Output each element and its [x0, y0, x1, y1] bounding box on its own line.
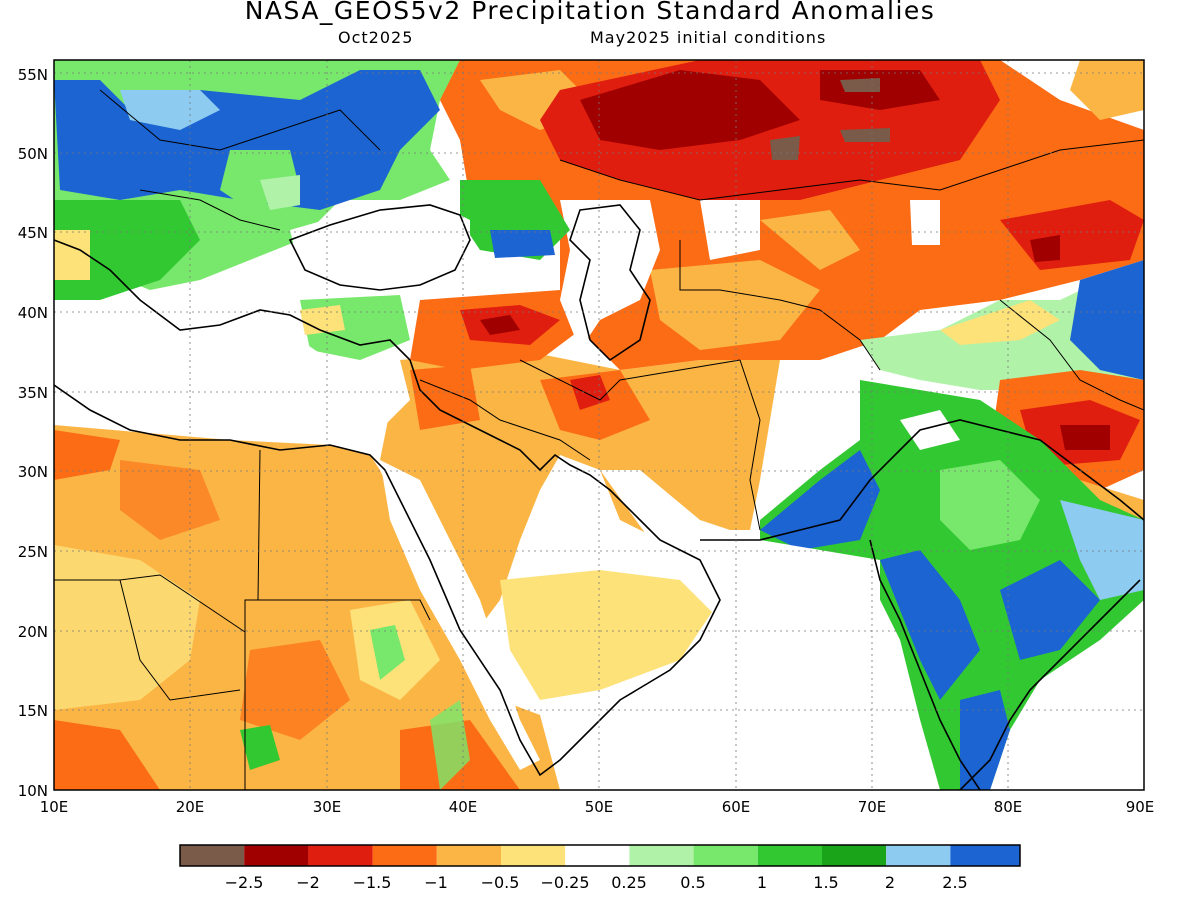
lat-label: 20N [18, 623, 48, 641]
lat-label: 45N [18, 224, 48, 242]
country-borders [54, 89, 1144, 790]
colorbar-label: −2 [296, 873, 320, 892]
colorbar-label: −1.5 [353, 873, 392, 892]
lon-label: 80E [994, 798, 1023, 816]
lat-label: 50N [18, 145, 48, 163]
colorbar-label: 2.5 [942, 873, 967, 892]
colorbar-swatch [757, 845, 822, 866]
colorbar-label: −1 [424, 873, 448, 892]
colorbar-swatch [950, 845, 1020, 866]
lat-label: 55N [18, 66, 48, 84]
map-title: NASA_GEOS5v2 Precipitation Standard Anom… [244, 0, 936, 25]
lon-label: 90E [1126, 798, 1155, 816]
colorbar-swatch [436, 845, 501, 866]
colorbar-swatch [372, 845, 437, 866]
lon-label: 70E [858, 798, 887, 816]
lon-label: 20E [176, 798, 205, 816]
colorbar-swatch [308, 845, 373, 866]
colorbar-swatch [180, 845, 245, 866]
lat-label: 15N [18, 702, 48, 720]
lat-label: 25N [18, 543, 48, 561]
map-frame [53, 59, 1145, 791]
initial-conditions: May2025 initial conditions [590, 28, 827, 47]
lat-label: 40N [18, 304, 48, 322]
colorbar-label: 1 [757, 873, 767, 892]
latitude-labels: 55N 50N 45N 40N 35N 30N 25N 20N 15N 10N [18, 66, 48, 800]
colorbar-swatch [629, 845, 694, 866]
colorbar-label: 2 [885, 873, 895, 892]
lon-label: 40E [449, 798, 478, 816]
colorbar: −2.5 −2 −1.5 −1 −0.5 −0.25 0.25 0.5 1 1.… [179, 844, 1021, 892]
lat-label: 10N [18, 782, 48, 800]
forecast-month: Oct2025 [338, 28, 414, 47]
colorbar-swatch [244, 845, 309, 866]
lon-label: 10E [40, 798, 69, 816]
longitude-labels: 10E 20E 30E 40E 50E 60E 70E 80E 90E [40, 798, 1155, 816]
colorbar-swatch [693, 845, 758, 866]
lat-label: 35N [18, 384, 48, 402]
graticule [54, 60, 1144, 790]
colorbar-label: 0.5 [680, 873, 705, 892]
colorbar-label: −0.5 [481, 873, 520, 892]
lat-label: 30N [18, 463, 48, 481]
lon-label: 30E [313, 798, 342, 816]
lon-label: 50E [585, 798, 614, 816]
colorbar-swatch [565, 845, 630, 866]
colorbar-label: −0.25 [540, 873, 589, 892]
colorbar-swatch [501, 845, 566, 866]
colorbar-swatch [886, 845, 951, 866]
colorbar-swatch [822, 845, 887, 866]
lon-label: 60E [722, 798, 751, 816]
colorbar-label: 0.25 [611, 873, 647, 892]
coastlines [54, 204, 1144, 790]
colorbar-label: −2.5 [225, 873, 264, 892]
colorbar-label: 1.5 [813, 873, 838, 892]
